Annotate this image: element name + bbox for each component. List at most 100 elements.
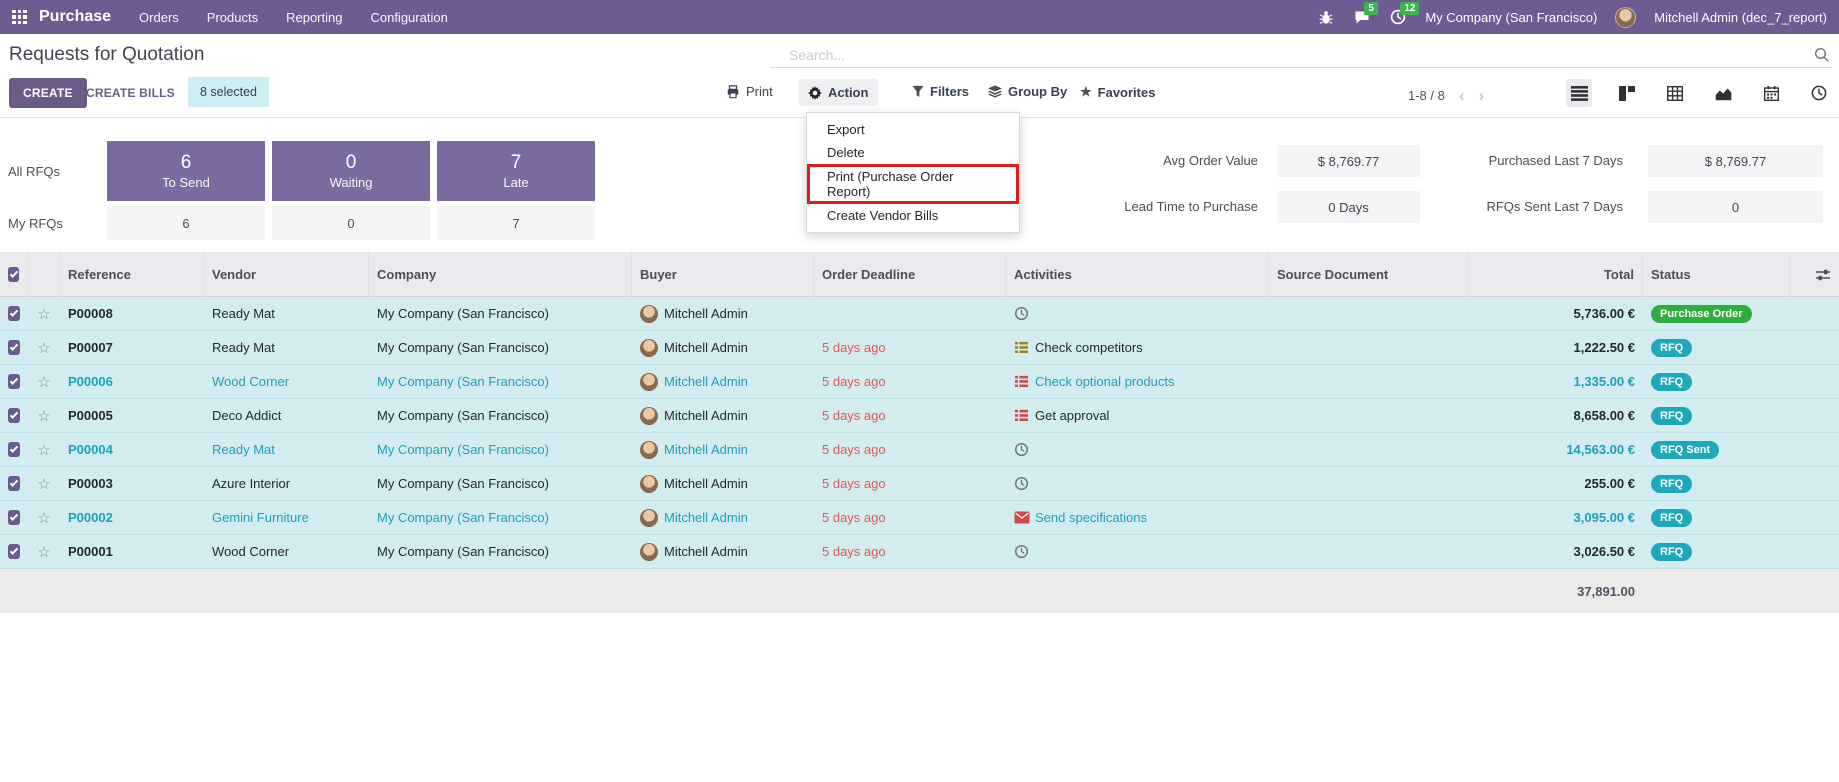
menu-orders[interactable]: Orders [139,9,179,25]
menu-item-export[interactable]: Export [827,122,865,137]
app-brand[interactable]: Purchase [39,8,112,25]
row-star-icon[interactable]: ☆ [37,373,51,391]
table-row[interactable]: ☆ P00001 Wood Corner My Company (San Fra… [0,535,1839,569]
activity-icon[interactable] [1014,476,1030,492]
status-badge[interactable]: RFQ Sent [1651,440,1720,459]
header-source-document[interactable]: Source Document [1269,252,1469,297]
activity-cell[interactable]: Check optional products [1006,374,1269,390]
list-view-icon[interactable] [1566,79,1592,107]
activity-icon[interactable] [1014,374,1030,390]
table-row[interactable]: ☆ P00008 Ready Mat My Company (San Franc… [0,297,1839,331]
table-row[interactable]: ☆ P00005 Deco Addict My Company (San Fra… [0,399,1839,433]
header-buyer[interactable]: Buyer [632,252,814,297]
row-star-icon[interactable]: ☆ [37,543,51,561]
header-activities[interactable]: Activities [1006,252,1269,297]
row-star-icon[interactable]: ☆ [37,305,51,323]
favorites-button[interactable]: ★ Favorites [1080,84,1156,100]
company-switcher[interactable]: My Company (San Francisco) [1425,9,1598,25]
menu-item-create-vendor-bills[interactable]: Create Vendor Bills [827,208,939,223]
table-row[interactable]: ☆ P00002 Gemini Furniture My Company (Sa… [0,501,1839,535]
menu-item-print-purchase-order-report[interactable]: Print (Purchase Order Report) [807,164,1019,204]
group-by-button[interactable]: Group By [988,84,1067,99]
header-vendor[interactable]: Vendor [204,252,369,297]
row-checkbox[interactable] [0,544,28,559]
messages-icon[interactable]: 5 [1353,2,1378,26]
create-button[interactable]: CREATE [9,78,87,108]
menu-products[interactable]: Products [206,9,259,25]
optional-columns-icon[interactable] [1790,252,1839,297]
activity-cell[interactable]: Get approval [1006,408,1269,424]
row-checkbox[interactable] [0,408,28,423]
apps-grid-icon[interactable] [12,9,27,25]
activity-icon[interactable] [1014,340,1030,356]
status-badge[interactable]: RFQ [1651,372,1693,391]
activity-icon[interactable] [1014,544,1030,560]
my-rfqs-to-send[interactable]: 6 [107,206,265,240]
activity-cell[interactable] [1006,306,1269,322]
activity-icon[interactable] [1014,306,1030,322]
row-checkbox[interactable] [0,306,28,321]
row-checkbox[interactable] [0,442,28,457]
kpi-card-to-send[interactable]: 6 To Send [107,141,265,201]
user-avatar[interactable] [1615,6,1637,28]
activity-cell[interactable] [1006,442,1269,458]
header-order-deadline[interactable]: Order Deadline [814,252,1006,297]
menu-item-delete[interactable]: Delete [827,145,865,160]
row-star-icon[interactable]: ☆ [37,475,51,493]
header-status[interactable]: Status [1643,252,1790,297]
pager-next-icon[interactable]: › [1478,86,1485,105]
my-rfqs-waiting[interactable]: 0 [272,206,430,240]
kpi-card-late[interactable]: 7 Late [437,141,595,201]
calendar-view-icon[interactable] [1758,79,1784,107]
menu-reporting[interactable]: Reporting [286,9,343,25]
row-checkbox[interactable] [0,374,28,389]
header-reference[interactable]: Reference [60,252,204,297]
action-button[interactable]: Action [798,79,879,106]
activity-cell[interactable] [1006,544,1269,560]
search-input[interactable]: Search... [770,42,1832,68]
status-badge[interactable]: RFQ [1651,338,1693,357]
kpi-card-waiting[interactable]: 0 Waiting [272,141,430,201]
user-menu[interactable]: Mitchell Admin (dec_7_report) [1654,9,1827,25]
row-star-icon[interactable]: ☆ [37,407,51,425]
row-checkbox[interactable] [0,340,28,355]
table-row[interactable]: ☆ P00007 Ready Mat My Company (San Franc… [0,331,1839,365]
status-badge[interactable]: RFQ [1651,508,1693,527]
kanban-view-icon[interactable] [1614,79,1640,107]
create-bills-button[interactable]: CREATE BILLS [86,86,175,100]
filters-button[interactable]: Filters [912,84,969,99]
table-row[interactable]: ☆ P00006 Wood Corner My Company (San Fra… [0,365,1839,399]
row-checkbox[interactable] [0,510,28,525]
debug-bug-icon[interactable] [1317,8,1335,26]
status-badge[interactable]: RFQ [1651,542,1693,561]
search-icon[interactable] [1814,47,1830,63]
activity-icon[interactable] [1014,510,1030,526]
status-cell: RFQ [1643,338,1790,357]
activity-icon[interactable] [1014,408,1030,424]
activity-cell[interactable]: Check competitors [1006,340,1269,356]
activity-cell[interactable]: Send specifications [1006,510,1269,526]
status-badge[interactable]: RFQ [1651,474,1693,493]
activities-clock-icon[interactable]: 12 [1389,2,1420,26]
pivot-view-icon[interactable] [1662,79,1688,107]
pager-previous-icon[interactable]: ‹ [1458,86,1465,105]
row-star-icon[interactable]: ☆ [37,509,51,527]
status-badge[interactable]: RFQ [1651,406,1693,425]
select-all-checkbox[interactable] [0,252,28,297]
row-star-icon[interactable]: ☆ [37,441,51,459]
table-row[interactable]: ☆ P00004 Ready Mat My Company (San Franc… [0,433,1839,467]
row-checkbox[interactable] [0,476,28,491]
header-total[interactable]: Total [1469,252,1643,297]
print-button[interactable]: Print [726,84,773,99]
activity-cell[interactable] [1006,476,1269,492]
company-cell: My Company (San Francisco) [377,544,549,559]
row-star-icon[interactable]: ☆ [37,339,51,357]
menu-configuration[interactable]: Configuration [370,9,448,25]
status-badge[interactable]: Purchase Order [1651,304,1752,323]
my-rfqs-late[interactable]: 7 [437,206,595,240]
graph-view-icon[interactable] [1710,79,1736,107]
activity-icon[interactable] [1014,442,1030,458]
table-row[interactable]: ☆ P00003 Azure Interior My Company (San … [0,467,1839,501]
header-company[interactable]: Company [369,252,632,297]
activity-view-icon[interactable] [1806,79,1832,107]
